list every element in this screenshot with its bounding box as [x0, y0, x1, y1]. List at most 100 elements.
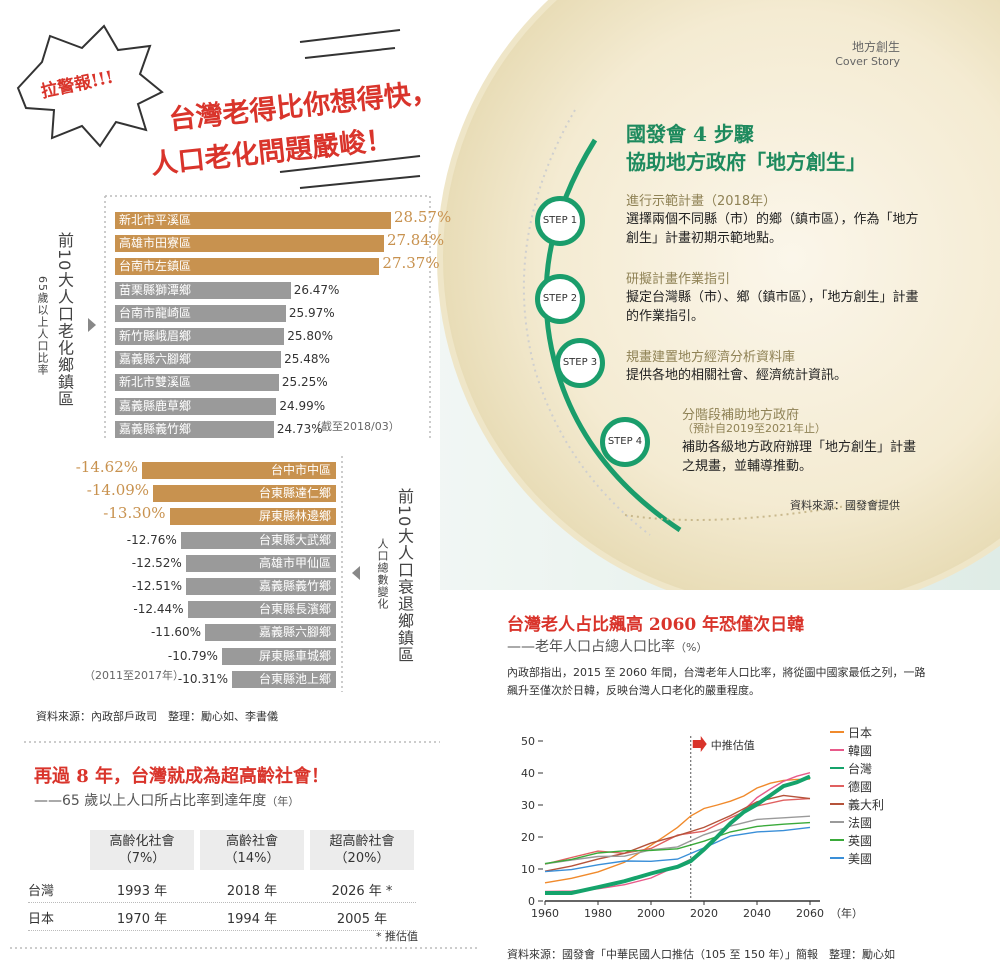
decline-value-label: -12.51%	[131, 579, 183, 593]
legend-label: 英國	[848, 834, 873, 848]
section-label: 地方創生 Cover Story	[820, 38, 900, 68]
decline-bar: 嘉義縣義竹鄉	[186, 578, 336, 595]
aging-bar: 新北市雙溪區	[115, 374, 279, 392]
decline-bar: 屏東縣林邊鄉	[169, 508, 336, 526]
legend-label: 美國	[848, 852, 873, 866]
table-cell: 2018 年	[226, 884, 278, 899]
table-row-country: 台灣	[28, 884, 55, 899]
decline-value-label: -10.79%	[167, 648, 218, 663]
aging-value-label: 27.37%	[382, 254, 440, 273]
left-source: 資料來源：內政部戶政司 整理：勵心如、李書儀	[36, 710, 278, 723]
x-tick-label: 1980	[584, 907, 612, 920]
series-line-0	[544, 778, 811, 884]
table-cell: 2026 年 *	[331, 884, 393, 899]
step-subtitle: （預計自2019至2021年止）	[682, 422, 826, 435]
step-badge: STEP 3	[555, 338, 605, 388]
step-title: 分階段補助地方政府	[682, 408, 800, 423]
projection-label: 中推估值	[711, 738, 755, 752]
line-section-subtitle: ——老年人口占總人口比率（%）	[507, 636, 707, 656]
aging-bar: 新竹縣峨眉鄉	[115, 328, 285, 345]
table-cell: 1993 年	[116, 884, 168, 899]
table-row-country: 日本	[28, 912, 55, 927]
legend-label: 韓國	[848, 744, 873, 758]
decline-label: 前10大人口衰退鄉鎮區	[395, 488, 414, 664]
decline-bar: 屏東縣車城鄉	[221, 647, 336, 665]
decline-sublabel: 人口總數變化	[376, 538, 389, 610]
decline-bar: 台東縣大武鄉	[180, 531, 336, 549]
step-title: 研擬計畫作業指引	[626, 272, 731, 287]
super-aged-footnote: * 推估值	[376, 930, 418, 943]
table-cell: 2005 年	[336, 912, 388, 927]
legend-swatch	[830, 821, 844, 823]
decline-bar: 台中市中區	[142, 462, 336, 479]
aging-bar: 新北市平溪區	[115, 212, 391, 229]
aging-note: （截至2018/03）	[310, 420, 400, 433]
legend-label: 日本	[848, 726, 873, 740]
table-column-pct: （7%）	[118, 851, 166, 866]
decline-note: （2011至2017年）	[84, 669, 184, 682]
series-line-5	[544, 815, 811, 865]
y-tick-label: 50	[521, 735, 535, 748]
legend-swatch	[830, 857, 844, 859]
line-section-desc: 內政部指出，2015 至 2060 年間，台灣老年人口比率，將從圖中國家最低之列…	[507, 666, 926, 697]
decline-bar: 嘉義縣六腳鄉	[205, 624, 336, 642]
step-title: 進行示範計畫（2018年）	[626, 194, 777, 209]
aging-bar: 苗栗縣獅潭鄉	[115, 281, 291, 299]
series-line-2	[545, 774, 811, 895]
aging-label: 前10大人口老化鄉鎮區	[55, 232, 74, 408]
decline-value-label: -12.44%	[133, 602, 184, 617]
steps-source: 資料來源：國發會提供	[790, 499, 900, 512]
table-column-header: 超高齡社會 （20%）	[310, 830, 414, 870]
table-column-header: 高齡社會 （14%）	[200, 830, 304, 870]
y-tick-label: 40	[521, 767, 535, 780]
table-cell: 1994 年	[226, 912, 278, 927]
table-column-name: 高齡社會	[225, 834, 278, 849]
aging-value-label: 24.99%	[279, 398, 326, 413]
legend-swatch	[830, 785, 844, 787]
table-column-header: 高齡化社會 （7%）	[90, 830, 194, 870]
aging-bar: 高雄市田寮區	[115, 235, 384, 253]
step-badge: STEP 4	[600, 417, 650, 467]
legend-swatch	[830, 839, 844, 841]
x-tick-label: 2000	[637, 907, 665, 920]
series-line-1	[544, 772, 811, 893]
legend-swatch	[830, 767, 844, 769]
decline-value-label: -14.62%	[75, 458, 138, 476]
decline-value-label: -14.09%	[86, 481, 150, 500]
table-cell: 1970 年	[116, 912, 168, 927]
aging-value-label: 27.84%	[386, 231, 445, 250]
x-tick-label: 2020	[690, 907, 718, 920]
super-aged-subtitle-text: ——65 歲以上人口所占比率到達年度	[34, 793, 267, 809]
x-unit-label: （年）	[830, 906, 863, 920]
legend-label: 法國	[848, 816, 873, 830]
projection-arrow-icon	[692, 736, 707, 752]
aging-sublabel: 65歲以上人口比率	[36, 276, 49, 376]
decline-value-label: -10.31%	[177, 671, 228, 686]
aging-bar: 嘉義縣義竹鄉	[115, 420, 274, 438]
table-row-divider	[28, 902, 416, 903]
legend-label: 台灣	[848, 762, 873, 776]
table-column-name: 高齡化社會	[109, 834, 175, 849]
aging-bar: 嘉義縣六腳鄉	[115, 351, 282, 369]
y-tick-label: 0	[528, 895, 535, 908]
aging-value-label: 24.73%	[276, 421, 323, 436]
aging-value-label: 25.48%	[284, 352, 330, 367]
aging-bar: 台南市龍崎區	[115, 304, 286, 322]
step-description: 補助各級地方政府辦理「地方創生」計畫之規畫，並輔導推動。	[682, 440, 917, 474]
table-column-pct: （14%）	[224, 851, 280, 866]
table-row-divider	[28, 930, 416, 931]
decline-value-label: -12.76%	[126, 532, 177, 547]
legend-label: 義大利	[848, 798, 885, 812]
section-name: 地方創生	[851, 40, 900, 54]
line-section-source: 資料來源：國發會「中華民國人口推估（105 至 150 年）」簡報 整理：勵心如	[507, 948, 895, 961]
super-aged-title: 再過 8 年，台灣就成為超高齡社會！	[34, 766, 330, 787]
line-section-title: 台灣老人占比飆高 2060 年恐僅次日韓	[507, 615, 805, 635]
aging-value-label: 28.57%	[394, 208, 452, 226]
aging-line-chart: 0 10 20 30 40 50 1960 1980 2000 2020 2040 2060 （年） 中推…	[521, 735, 863, 920]
aging-value-label: 25.80%	[287, 329, 333, 343]
series-line-7	[544, 826, 811, 873]
legend-swatch	[830, 749, 844, 751]
aging-bar: 台南市左鎮區	[115, 258, 380, 276]
y-tick-label: 20	[521, 831, 535, 844]
step-title: 規畫建置地方經濟分析資料庫	[626, 350, 796, 365]
